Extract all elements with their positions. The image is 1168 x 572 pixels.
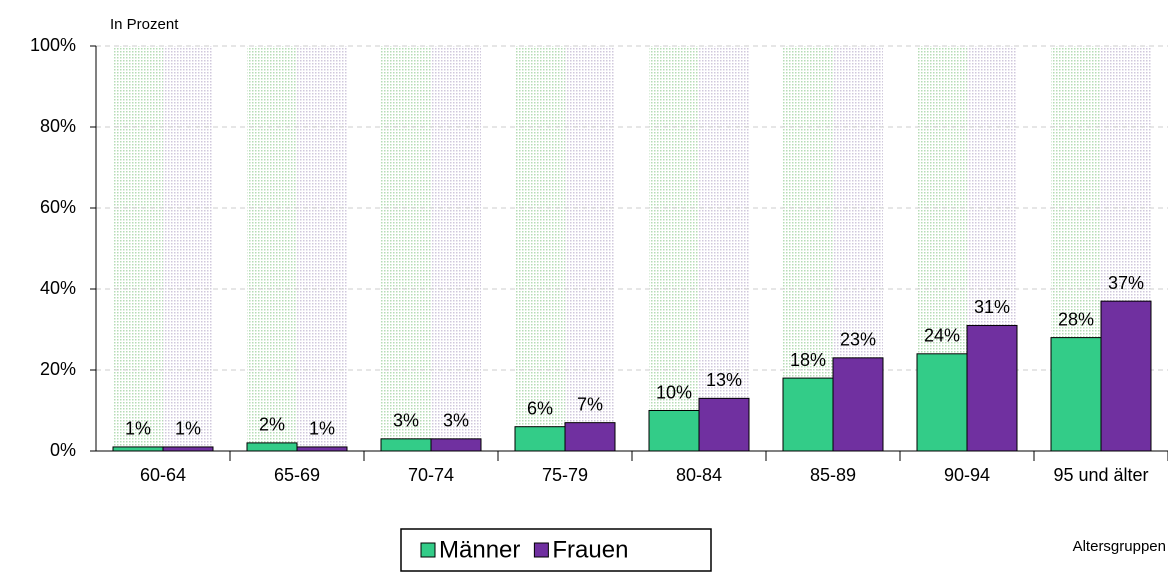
- bar: [112, 446, 164, 452]
- data-label: 2%: [259, 415, 285, 435]
- x-tick-label: 65-69: [274, 465, 320, 485]
- data-label: 3%: [393, 411, 419, 431]
- bar: [380, 438, 432, 452]
- data-label: 18%: [790, 350, 826, 370]
- background-band: [113, 46, 163, 451]
- bar: [564, 422, 616, 452]
- bar: [1100, 300, 1152, 452]
- legend-label: Männer: [439, 536, 520, 563]
- data-label: 10%: [656, 382, 692, 402]
- legend-swatch: [420, 542, 436, 558]
- data-label: 3%: [443, 411, 469, 431]
- data-label: 31%: [974, 297, 1010, 317]
- x-tick-label: 95 und älter: [1053, 465, 1148, 485]
- background-band: [515, 46, 565, 451]
- background-band: [699, 46, 749, 451]
- data-label: 1%: [309, 419, 335, 439]
- y-tick-label: 40%: [40, 278, 76, 298]
- y-tick-label: 80%: [40, 116, 76, 136]
- data-label: 37%: [1108, 273, 1144, 293]
- data-label: 23%: [840, 330, 876, 350]
- x-tick-label: 70-74: [408, 465, 454, 485]
- x-tick-label: 80-84: [676, 465, 722, 485]
- bar: [514, 426, 566, 452]
- background-band: [431, 46, 481, 451]
- background-band: [381, 46, 431, 451]
- x-tick-label: 75-79: [542, 465, 588, 485]
- data-label: 24%: [924, 326, 960, 346]
- data-label: 7%: [577, 394, 603, 414]
- bar: [246, 442, 298, 452]
- x-tick-label: 60-64: [140, 465, 186, 485]
- legend-swatch: [533, 542, 549, 558]
- bar: [296, 446, 348, 452]
- bar: [1050, 337, 1102, 452]
- bar: [430, 438, 482, 452]
- y-tick-label: 20%: [40, 359, 76, 379]
- y-tick-label: 0%: [50, 440, 76, 460]
- data-label: 13%: [706, 370, 742, 390]
- y-axis-label: In Prozent: [110, 16, 179, 33]
- legend-box: [400, 528, 712, 572]
- bar: [966, 324, 1018, 452]
- legend-label: Frauen: [552, 536, 628, 563]
- x-axis-label: Altersgruppen: [1073, 538, 1166, 555]
- x-tick-label: 90-94: [944, 465, 990, 485]
- background-band: [247, 46, 297, 451]
- data-label: 1%: [125, 419, 151, 439]
- bar: [782, 377, 834, 452]
- data-label: 6%: [527, 398, 553, 418]
- bar: [698, 397, 750, 452]
- background-band: [565, 46, 615, 451]
- y-tick-label: 60%: [40, 197, 76, 217]
- background-band: [163, 46, 213, 451]
- bar: [648, 410, 700, 452]
- background-band: [297, 46, 347, 451]
- x-tick-label: 85-89: [810, 465, 856, 485]
- y-tick-label: 100%: [30, 35, 76, 55]
- bar: [916, 353, 968, 452]
- data-label: 28%: [1058, 309, 1094, 329]
- bar: [832, 357, 884, 452]
- data-label: 1%: [175, 419, 201, 439]
- background-band: [649, 46, 699, 451]
- bar: [162, 446, 214, 452]
